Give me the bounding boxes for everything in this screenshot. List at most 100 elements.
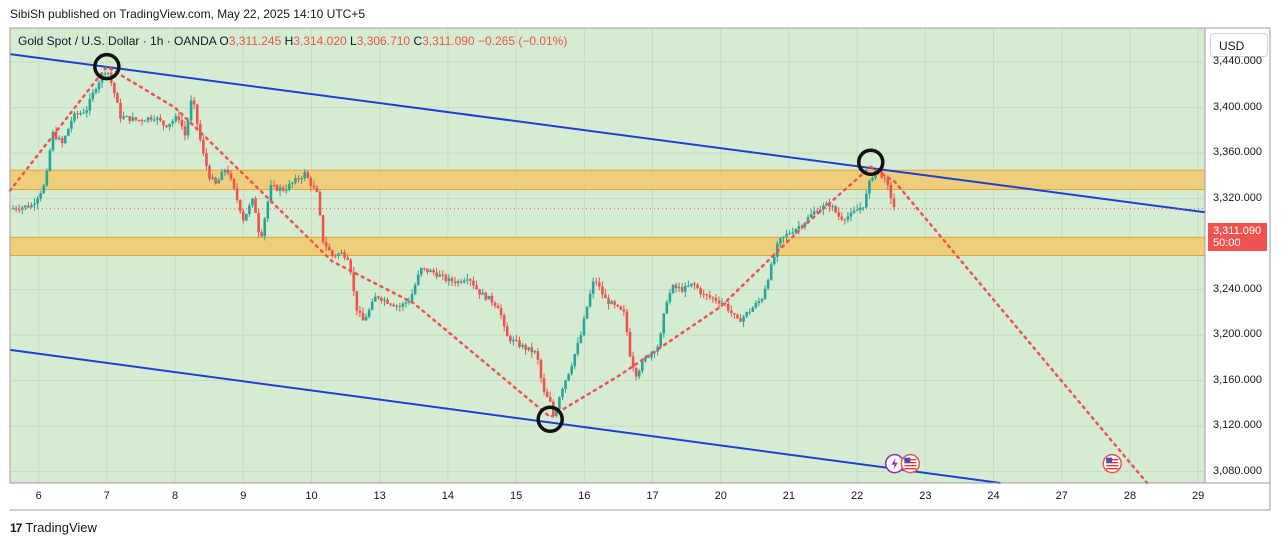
candle-body	[865, 193, 868, 208]
candle-body	[717, 300, 721, 304]
candle-body	[726, 303, 730, 311]
candle-body	[858, 207, 862, 210]
candle-body	[613, 301, 616, 305]
candle-body	[122, 116, 125, 119]
candle-body	[453, 281, 457, 284]
candle-body	[419, 268, 423, 275]
candle-body	[650, 352, 653, 358]
candle-body	[625, 311, 629, 332]
markers-layer	[93, 52, 885, 434]
candle-body	[70, 120, 73, 129]
candle-body	[82, 112, 85, 114]
candle-body	[499, 308, 503, 316]
time-tick-label: 29	[1192, 490, 1205, 502]
time-tick-label: 9	[240, 490, 247, 502]
candle-body	[51, 131, 55, 151]
candle-body	[346, 257, 349, 260]
candle-body	[364, 316, 368, 321]
candle-body	[674, 284, 678, 288]
time-tick-label: 8	[172, 490, 179, 502]
events-layer[interactable]	[884, 453, 1122, 474]
bar-countdown: 50:00	[1213, 237, 1241, 249]
candle-body	[484, 292, 488, 300]
candle-body	[438, 274, 442, 277]
candle-body	[487, 295, 491, 300]
close-label: C	[413, 34, 423, 48]
candle-body	[106, 72, 110, 74]
candle-body	[459, 281, 463, 283]
candle-body	[619, 306, 623, 310]
candle-body	[214, 177, 217, 184]
candle-body	[217, 179, 221, 184]
candle-body	[671, 284, 675, 294]
candle-body	[303, 172, 306, 179]
candle-body	[573, 354, 577, 367]
candle-body	[60, 138, 64, 144]
candle-body	[607, 298, 610, 304]
candle-body	[192, 100, 196, 105]
candle-body	[699, 288, 702, 294]
candle-body	[426, 268, 429, 273]
candle-body	[840, 216, 844, 220]
time-tick-label: 15	[509, 490, 523, 502]
candle-body	[352, 272, 356, 292]
candle-body	[159, 117, 162, 121]
high-label: H	[284, 34, 294, 48]
candle-body	[30, 205, 33, 208]
candle-body	[631, 356, 635, 368]
brand-name: TradingView	[25, 520, 97, 535]
candle-body	[766, 279, 770, 289]
candle-body	[251, 198, 254, 206]
open-label: O	[219, 34, 229, 48]
candle-body	[772, 256, 776, 265]
candle-body	[662, 313, 666, 334]
candle-body	[637, 370, 641, 377]
candle-body	[696, 284, 699, 289]
pivot-circle-marker	[93, 52, 121, 81]
lightning-icon	[891, 457, 898, 470]
candle-body	[472, 280, 475, 286]
candle-body	[373, 296, 377, 302]
candle-body	[423, 268, 426, 270]
candle-body	[582, 318, 586, 336]
candle-body	[232, 178, 236, 189]
candle-body	[180, 119, 184, 127]
candle-body	[628, 331, 632, 357]
candle-body	[119, 102, 122, 119]
candle-body	[241, 211, 245, 221]
candle-body	[742, 316, 745, 322]
candle-body	[512, 339, 515, 342]
candle-body	[377, 296, 380, 298]
candle-body	[579, 335, 583, 343]
time-tick-label: 27	[1055, 490, 1068, 502]
time-tick-label: 6	[35, 490, 42, 502]
candle-body	[300, 178, 303, 180]
candle-body	[235, 188, 239, 201]
candle-body	[886, 178, 890, 185]
candle-body	[275, 185, 279, 191]
last-price-tag: 3,311.090 50:00	[1208, 223, 1267, 251]
currency-button[interactable]: USD	[1210, 33, 1268, 57]
candle-body	[367, 309, 371, 317]
candle-body	[598, 282, 601, 287]
candle-body	[640, 361, 644, 371]
candle-body	[475, 285, 478, 290]
price-tick-label: 3,200.000	[1213, 328, 1262, 341]
candle-body	[116, 93, 119, 103]
candle-body	[91, 92, 95, 99]
candle-body	[714, 298, 718, 301]
zigzag-projection	[8, 65, 1149, 485]
candle-body	[815, 211, 819, 213]
candle-body	[183, 126, 187, 136]
candle-body	[564, 380, 567, 389]
candle-body	[843, 219, 847, 221]
candle-body	[334, 255, 337, 257]
candle-body	[137, 119, 141, 121]
candle-body	[496, 305, 500, 309]
candle-body	[769, 264, 773, 280]
candle-body	[444, 274, 448, 281]
footer[interactable]: 17 TradingView	[10, 520, 97, 535]
candle-body	[223, 169, 227, 173]
candle-body	[324, 242, 328, 247]
